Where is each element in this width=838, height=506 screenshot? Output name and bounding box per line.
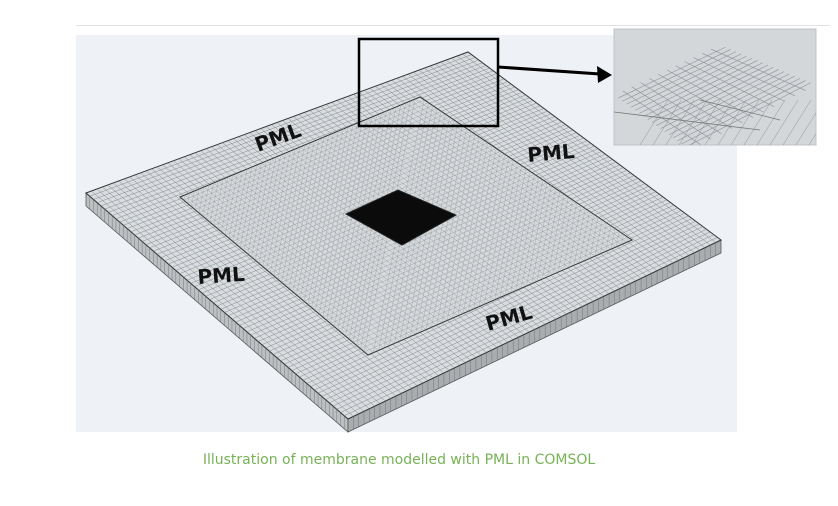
plate-side-mesh — [89, 196, 716, 430]
zoom-arrow — [497, 65, 601, 76]
membrane-plate — [85, 51, 722, 433]
zoom-highlight-box — [357, 37, 500, 128]
zoom-inset — [613, 28, 817, 146]
inner-triangular-mesh — [183, 98, 628, 353]
figure-caption: Illustration of membrane modelled with P… — [202, 452, 596, 468]
central-dense-mesh — [344, 189, 458, 246]
pml-label-left: PML — [197, 262, 246, 289]
top-divider — [76, 25, 830, 26]
pml-label-right: PML — [526, 139, 575, 167]
zoom-arrow-head — [597, 66, 612, 83]
